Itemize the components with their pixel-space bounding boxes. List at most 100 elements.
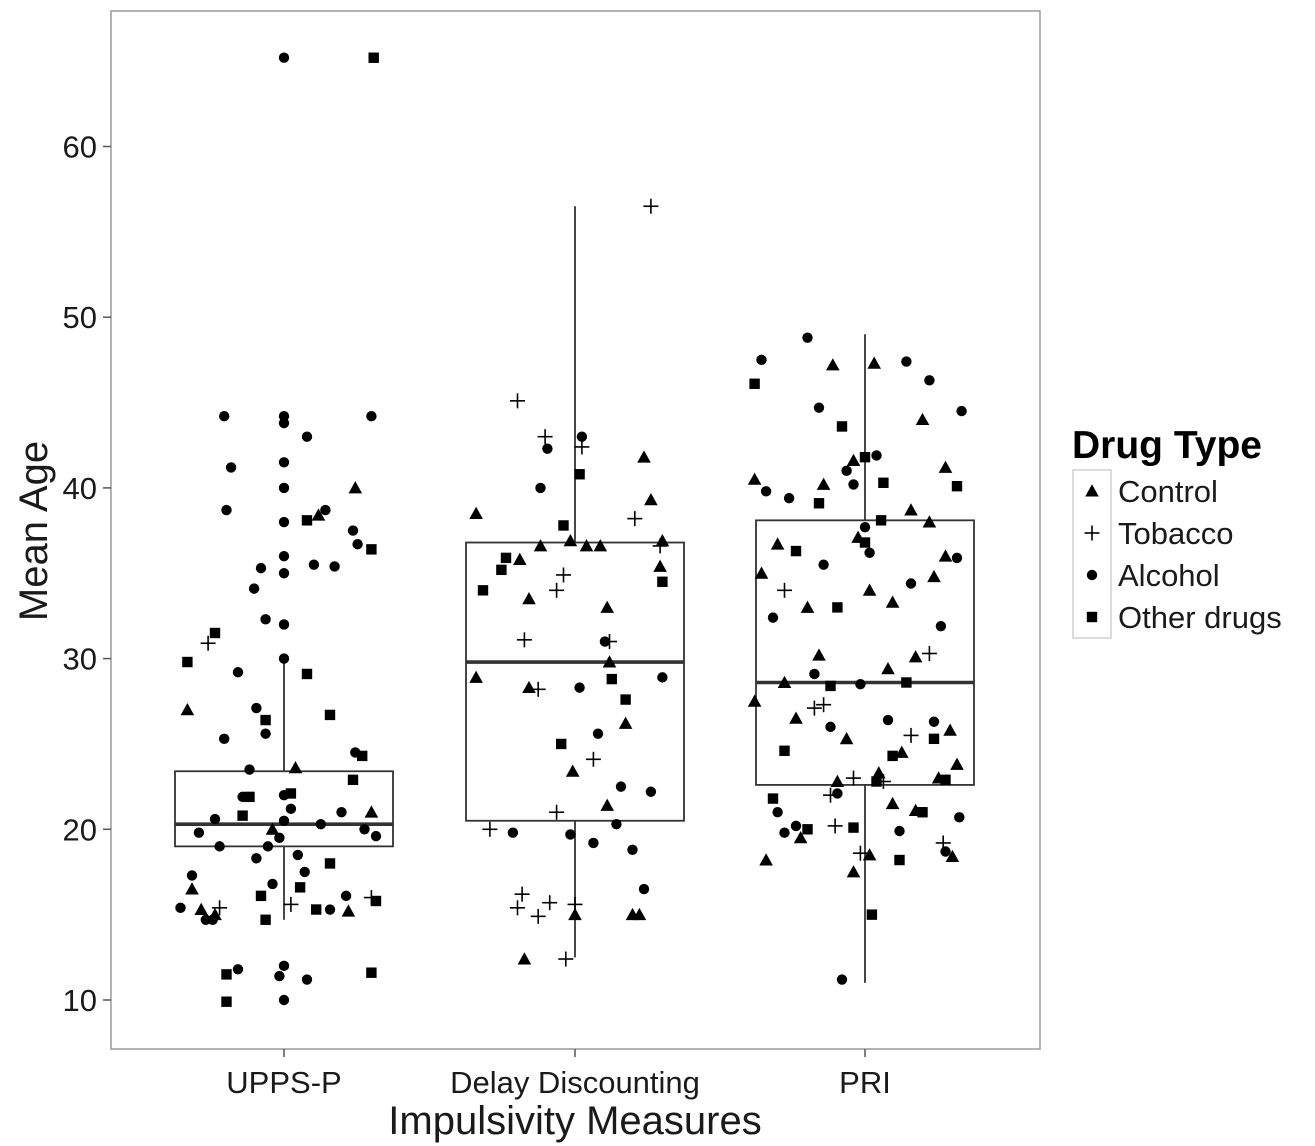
- point-alcohol: [214, 841, 225, 852]
- point-tobacco: [852, 845, 868, 861]
- point-alcohol: [278, 516, 290, 528]
- y-tick-label: 30: [63, 642, 97, 677]
- point-alcohol: [278, 619, 290, 630]
- point-control: [602, 655, 617, 668]
- point-control: [579, 539, 594, 552]
- point-alcohol: [813, 402, 825, 413]
- point-tobacco: [816, 697, 832, 713]
- point-alcohol: [336, 807, 347, 818]
- point-control: [563, 534, 578, 547]
- point-control: [348, 481, 363, 494]
- point-alcohol: [232, 667, 244, 678]
- point-control: [800, 600, 815, 613]
- point-tobacco: [585, 751, 601, 767]
- point-control: [867, 356, 881, 369]
- x-axis-title: Impulsivity Measures: [388, 1099, 761, 1143]
- point-other-drugs: [301, 515, 313, 526]
- point-other-drugs: [324, 858, 336, 869]
- point-control: [568, 907, 582, 921]
- point-alcohol: [315, 818, 326, 830]
- legend-key-cross: [1084, 525, 1100, 541]
- point-control: [194, 902, 208, 915]
- point-control: [789, 711, 803, 724]
- point-control: [655, 534, 670, 547]
- point-alcohol: [611, 818, 622, 830]
- point-other-drugs: [940, 774, 951, 785]
- point-alcohol: [859, 521, 871, 533]
- point-alcohol: [278, 653, 290, 664]
- point-alcohol: [352, 539, 363, 550]
- point-alcohol: [278, 482, 290, 494]
- point-alcohol: [924, 375, 935, 386]
- point-alcohol: [262, 841, 274, 852]
- point-alcohol: [772, 807, 783, 818]
- point-alcohol: [928, 716, 940, 727]
- legend-label: Alcohol: [1118, 558, 1220, 593]
- point-alcohol: [825, 721, 836, 733]
- point-control: [826, 358, 840, 371]
- point-other-drugs: [500, 552, 512, 564]
- point-other-drugs: [836, 421, 848, 432]
- point-tobacco: [549, 582, 565, 598]
- point-other-drugs: [255, 890, 267, 902]
- point-tobacco: [482, 821, 498, 837]
- point-control: [904, 503, 918, 516]
- point-alcohol: [232, 964, 244, 975]
- box-iqr: [174, 770, 394, 848]
- point-other-drugs: [832, 602, 843, 613]
- point-alcohol: [809, 668, 820, 680]
- point-other-drugs: [221, 996, 232, 1007]
- point-tobacco: [846, 770, 861, 786]
- x-axis: UPPS-P Delay Discounting PRI: [226, 1049, 891, 1100]
- point-tobacco: [510, 393, 525, 409]
- point-other-drugs: [887, 750, 898, 762]
- point-alcohol: [954, 812, 965, 823]
- x-tick-label: Delay Discounting: [450, 1065, 700, 1100]
- legend-label: Other drugs: [1118, 600, 1282, 635]
- point-alcohol: [193, 827, 205, 838]
- point-other-drugs: [368, 52, 379, 63]
- point-alcohol: [248, 583, 260, 594]
- point-alcohol: [940, 846, 951, 857]
- point-tobacco: [827, 818, 843, 834]
- point-tobacco: [558, 951, 574, 967]
- point-control: [812, 648, 826, 661]
- point-alcohol: [894, 825, 905, 837]
- point-other-drugs: [859, 537, 871, 548]
- point-control: [770, 537, 785, 550]
- point-alcohol: [615, 781, 627, 792]
- point-tobacco: [643, 198, 659, 214]
- points-layer: [175, 52, 967, 1007]
- point-alcohol: [324, 904, 336, 915]
- point-alcohol: [267, 878, 278, 890]
- point-alcohol: [175, 902, 186, 914]
- point-tobacco: [510, 900, 525, 916]
- point-other-drugs: [779, 745, 790, 756]
- point-other-drugs: [825, 680, 836, 692]
- point-other-drugs: [370, 895, 382, 907]
- point-alcohol: [841, 465, 852, 477]
- point-alcohol: [592, 728, 604, 739]
- x-tick-label: UPPS-P: [226, 1065, 341, 1100]
- point-other-drugs: [871, 776, 882, 787]
- x-tick-label: PRI: [839, 1065, 891, 1100]
- point-alcohol: [301, 974, 313, 985]
- point-other-drugs: [294, 882, 306, 893]
- point-control: [895, 745, 909, 758]
- point-alcohol: [221, 504, 232, 516]
- point-tobacco: [200, 635, 216, 651]
- point-alcohol: [251, 702, 262, 714]
- point-control: [747, 472, 762, 485]
- point-control: [793, 831, 808, 844]
- point-alcohol: [292, 849, 303, 861]
- point-control: [938, 549, 953, 562]
- point-alcohol: [219, 733, 230, 745]
- point-control: [533, 539, 548, 552]
- point-tobacco: [542, 895, 558, 911]
- point-alcohol: [901, 356, 912, 367]
- point-other-drugs: [951, 480, 963, 492]
- point-control: [885, 595, 900, 608]
- point-alcohol: [956, 405, 967, 417]
- legend: Drug Type Control Tobacco Alcohol Other dru…: [1072, 424, 1282, 639]
- point-alcohol: [864, 547, 875, 558]
